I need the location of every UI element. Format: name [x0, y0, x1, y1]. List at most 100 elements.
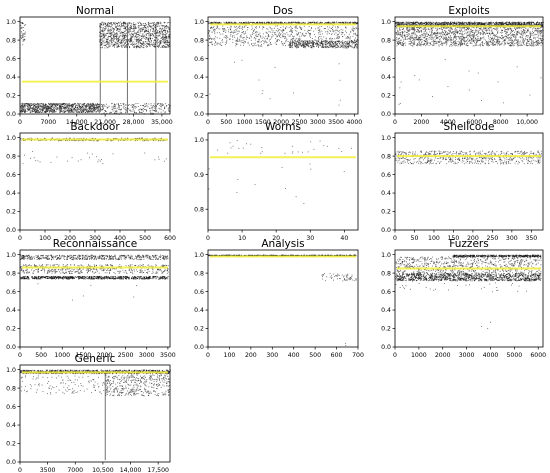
scatter-point: [129, 29, 131, 31]
scatter-point: [88, 105, 90, 107]
scatter-point: [109, 35, 111, 37]
scatter-point: [23, 108, 25, 110]
scatter-point: [124, 35, 126, 37]
scatter-point: [262, 90, 264, 92]
scatter-point: [541, 25, 542, 27]
scatter-point: [319, 42, 321, 44]
scatter-point: [415, 23, 417, 25]
scatter-point: [39, 109, 41, 110]
scatter-point: [77, 102, 79, 104]
scatter-point: [165, 35, 167, 37]
scatter-point: [169, 41, 170, 43]
scatter-point: [459, 24, 461, 25]
scatter-point: [150, 22, 152, 24]
scatter-point: [141, 24, 143, 26]
scatter-point: [353, 47, 355, 49]
scatter-point: [318, 41, 319, 43]
scatter-point: [102, 21, 104, 23]
scatter-point: [27, 106, 29, 108]
scatter-point: [332, 31, 334, 33]
scatter-point: [23, 33, 25, 35]
scatter-point: [34, 105, 36, 107]
scatter-point: [33, 103, 35, 105]
scatter-point: [34, 111, 36, 113]
scatter-point: [310, 45, 312, 47]
scatter-point: [116, 33, 118, 35]
scatter-point: [296, 28, 298, 29]
scatter-point: [345, 27, 347, 29]
scatter-point: [109, 112, 111, 114]
scatter-point: [35, 107, 37, 109]
scatter-point: [239, 39, 241, 41]
scatter-point: [246, 35, 247, 37]
scatter-point: [128, 40, 130, 41]
scatter-point: [279, 36, 280, 38]
scatter-point: [478, 22, 480, 24]
scatter-point: [118, 35, 120, 37]
scatter-point: [35, 109, 37, 111]
scatter-point: [342, 43, 344, 44]
scatter-point: [50, 104, 52, 106]
scatter-point: [168, 41, 170, 43]
scatter-point: [463, 23, 465, 25]
scatter-point: [114, 46, 115, 48]
scatter-point: [309, 22, 311, 24]
scatter-point: [104, 28, 106, 30]
scatter-point: [343, 22, 345, 24]
scatter-point: [150, 26, 152, 28]
scatter-point: [29, 105, 31, 107]
scatter-point: [165, 111, 167, 113]
scatter-point: [75, 104, 77, 106]
scatter-point: [149, 39, 151, 41]
scatter-point: [470, 24, 472, 26]
scatter-point: [343, 45, 345, 47]
scatter-point: [314, 39, 316, 41]
scatter-point: [255, 37, 257, 39]
scatter-point: [33, 105, 34, 107]
scatter-point: [111, 34, 113, 36]
scatter-point: [324, 46, 326, 48]
scatter-point: [140, 45, 142, 47]
scatter-point: [350, 46, 352, 48]
scatter-point: [255, 26, 257, 28]
scatter-point: [117, 30, 119, 32]
scatter-point: [285, 22, 287, 24]
scatter-point: [325, 47, 327, 49]
scatter-point: [150, 42, 152, 44]
scatter-point: [222, 29, 224, 31]
scatter-point: [345, 27, 347, 29]
scatter-point: [331, 38, 333, 40]
scatter-point: [31, 107, 33, 109]
scatter-point: [396, 25, 398, 27]
scatter-point: [235, 31, 237, 33]
scatter-point: [329, 26, 331, 28]
scatter-point: [395, 26, 396, 28]
scatter-point: [445, 23, 447, 25]
scatter-point: [232, 42, 234, 44]
scatter-point: [219, 28, 221, 30]
scatter-point: [443, 23, 445, 25]
scatter-point: [76, 111, 78, 113]
scatter-point: [113, 34, 115, 36]
scatter-point: [336, 21, 338, 23]
scatter-point: [37, 108, 39, 110]
scatter-point: [356, 22, 358, 24]
scatter-point: [357, 103, 359, 105]
scatter-point: [31, 111, 33, 113]
scatter-point: [211, 44, 213, 46]
scatter-point: [228, 21, 230, 23]
scatter-point: [141, 35, 143, 37]
scatter-point: [277, 39, 279, 40]
scatter-point: [296, 25, 298, 27]
scatter-point: [309, 33, 311, 35]
scatter-point: [351, 28, 353, 30]
scatter-point: [341, 42, 343, 44]
scatter-point: [144, 26, 146, 28]
scatter-point: [122, 21, 124, 23]
scatter-point: [352, 28, 354, 30]
scatter-point: [104, 29, 106, 31]
scatter-point: [332, 21, 334, 23]
scatter-point: [335, 41, 337, 43]
scatter-point: [262, 36, 264, 38]
scatter-point: [42, 103, 44, 104]
